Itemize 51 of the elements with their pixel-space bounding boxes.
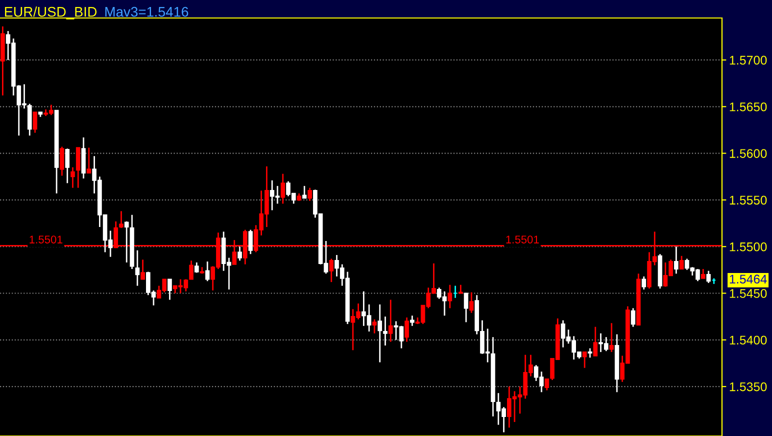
candlestick <box>588 348 592 358</box>
candlestick <box>70 166 75 189</box>
candlestick <box>32 112 38 134</box>
candlestick <box>630 307 636 328</box>
candlestick <box>609 322 614 353</box>
y-tick-label: 1.5650 <box>730 102 767 112</box>
y-tick-label: 1.5550 <box>730 196 767 205</box>
y-tick-label: 1.5400 <box>730 336 767 345</box>
candlestick <box>280 173 286 204</box>
candlestick <box>469 292 474 314</box>
chart-title: EUR/USD_BID <box>5 6 97 20</box>
ref-line-label: 1.5501 <box>30 236 62 244</box>
candlestick <box>65 148 70 184</box>
candlestick <box>388 299 393 342</box>
candlestick <box>410 314 414 327</box>
candlestick <box>544 378 550 391</box>
candlestick <box>404 316 409 342</box>
candlestick <box>248 229 253 255</box>
candlestick <box>124 220 129 264</box>
y-tick-label: 1.5700 <box>730 56 767 65</box>
candlestick <box>60 146 64 176</box>
chart-subtitle: Mav3=1.5416 <box>105 6 188 17</box>
candlestick <box>238 246 242 262</box>
candlestick <box>205 260 210 282</box>
candlestick <box>119 210 124 229</box>
candlestick <box>372 318 377 334</box>
y-tick-label: 1.5450 <box>730 289 767 298</box>
candlestick <box>464 292 468 323</box>
candlestick <box>86 146 92 174</box>
candlestick <box>700 268 706 280</box>
candlestick <box>582 351 587 369</box>
candlestick <box>674 246 678 274</box>
candlestick <box>706 270 711 284</box>
candlestick <box>448 284 452 309</box>
candlestick <box>378 304 382 363</box>
candlestick <box>642 276 646 290</box>
y-tick-label: 1.5350 <box>730 382 767 392</box>
text: 1.5501 <box>506 236 539 244</box>
candlestick <box>329 258 334 283</box>
candlestick <box>679 255 684 270</box>
candlestick <box>593 326 598 356</box>
text: 1.5464 <box>730 274 767 284</box>
candlestick <box>168 278 172 300</box>
candlestick <box>383 316 388 346</box>
candlestick <box>302 185 307 199</box>
candlestick <box>135 250 140 286</box>
candlestick <box>76 146 80 189</box>
candlestick <box>308 187 312 202</box>
y-tick-label: 1.5500 <box>730 242 767 252</box>
y-tick-label: 1.5600 <box>730 149 767 158</box>
candlestick <box>140 258 145 280</box>
